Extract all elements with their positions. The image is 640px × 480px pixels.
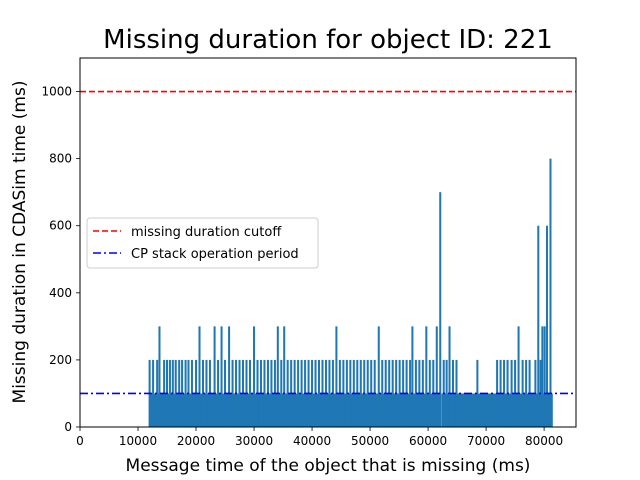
- bar-19: [213, 326, 216, 427]
- x-tick-label-2: 20000: [177, 434, 215, 448]
- bar-6: [168, 359, 171, 427]
- bar-63: [366, 359, 369, 427]
- x-tick-label-6: 60000: [409, 434, 447, 448]
- bar-87: [448, 326, 451, 427]
- bar-23: [228, 326, 231, 427]
- bar-90: [476, 359, 479, 427]
- bar-1: [152, 359, 155, 427]
- x-tick-label-1: 10000: [119, 434, 157, 448]
- legend-label-cutoff: missing duration cutoff: [131, 225, 282, 240]
- y-axis-title: Missing duration in CDASim time (ms): [10, 81, 30, 404]
- bar-40: [286, 359, 289, 427]
- x-tick-label-8: 80000: [525, 434, 563, 448]
- bar-86: [445, 359, 448, 427]
- bar-30: [253, 326, 256, 427]
- bar-52: [328, 359, 331, 427]
- bar-43: [297, 359, 300, 427]
- x-tick-label-4: 40000: [293, 434, 331, 448]
- bar-89: [455, 359, 458, 427]
- chart-title: Missing duration for object ID: 221: [103, 25, 553, 55]
- bar-104: [541, 326, 544, 427]
- bar-35: [270, 359, 273, 427]
- legend-label-cp-period: CP stack operation period: [131, 247, 299, 262]
- bar-15: [198, 326, 201, 427]
- bar-72: [398, 359, 401, 427]
- bar-58: [349, 359, 352, 427]
- bar-16: [201, 359, 204, 427]
- bar-80: [425, 326, 428, 427]
- bar-107: [549, 158, 552, 428]
- x-tick-label-5: 50000: [351, 434, 389, 448]
- bar-77: [414, 359, 417, 427]
- bar-20: [217, 359, 220, 427]
- bar-39: [283, 326, 286, 427]
- bar-61: [359, 359, 362, 427]
- bar-29: [248, 359, 251, 427]
- bar-97: [517, 326, 520, 427]
- y-tick-label-4: 800: [49, 152, 72, 166]
- bar-11: [184, 359, 187, 427]
- bar-105: [543, 326, 546, 427]
- bar-17: [205, 359, 208, 427]
- x-tick-label-0: 0: [76, 434, 84, 448]
- legend: missing duration cutoff CP stack operati…: [86, 217, 319, 269]
- y-tick-label-3: 600: [49, 219, 72, 233]
- bar-75: [409, 359, 412, 427]
- legend-box: [86, 217, 319, 269]
- plot-frame: [79, 57, 577, 428]
- bar-37: [276, 326, 279, 427]
- bar-21: [220, 326, 223, 427]
- bar-99: [525, 359, 528, 427]
- bar-49: [317, 359, 321, 427]
- bar-76: [411, 326, 414, 427]
- bar-67: [381, 359, 384, 427]
- bar-24: [231, 359, 234, 427]
- bar-3: [158, 326, 161, 427]
- y-tick-label-5: 1000: [41, 85, 72, 99]
- x-axis: 0 10000 20000 30000 40000 50000 60000 70000 8000…: [76, 427, 563, 448]
- bar-54: [335, 326, 338, 427]
- bar-84: [439, 192, 442, 427]
- bar-13: [190, 359, 193, 427]
- x-tick-label-7: 70000: [467, 434, 505, 448]
- bar-93: [503, 359, 506, 427]
- bar-26: [238, 359, 241, 427]
- y-tick-label-1: 200: [49, 353, 72, 367]
- bar-8: [174, 359, 177, 427]
- y-tick-label-0: 0: [64, 420, 72, 434]
- bar-102: [537, 225, 540, 427]
- y-tick-label-2: 400: [49, 286, 72, 300]
- bar-98: [521, 359, 524, 427]
- bar-95: [510, 359, 513, 427]
- bar-81: [428, 359, 431, 427]
- bar-83: [435, 326, 438, 427]
- bar-33: [263, 359, 266, 427]
- reference-lines-layer: [80, 90, 576, 395]
- bar-106: [545, 225, 549, 427]
- bar-70: [391, 359, 394, 427]
- bar-38: [280, 359, 283, 427]
- bar-2: [156, 359, 159, 427]
- bar-66: [377, 326, 380, 427]
- bar-44: [300, 359, 303, 427]
- y-axis: 0 200 400 600 800 1000: [41, 85, 80, 434]
- x-tick-label-3: 30000: [235, 434, 273, 448]
- bar-47: [311, 359, 314, 427]
- x-axis-title: Message time of the object that is missi…: [126, 456, 531, 476]
- bar-57: [345, 359, 348, 427]
